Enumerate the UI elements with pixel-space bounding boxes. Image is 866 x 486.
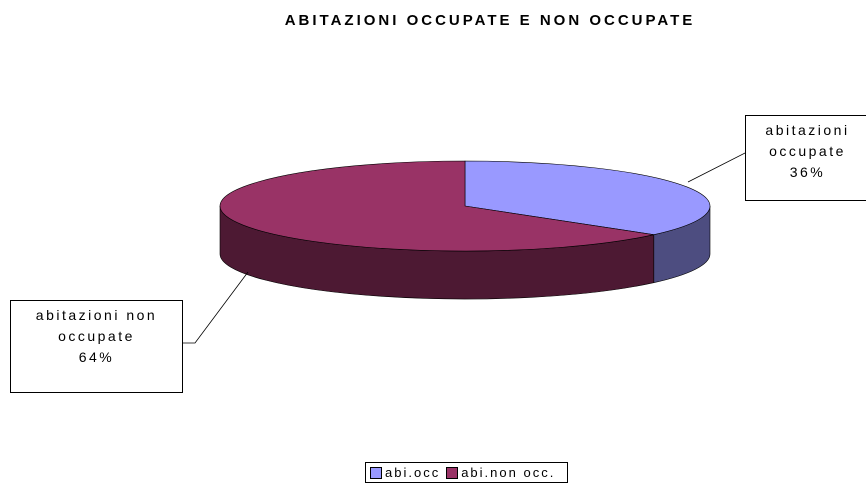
legend-item: abi.non occ. <box>446 465 555 480</box>
legend-swatch <box>370 466 382 479</box>
slice <box>219 160 654 252</box>
legend: abi.occ abi.non occ. <box>365 462 569 483</box>
legend-label: abi.non occ. <box>461 465 556 480</box>
data-label-value: 36% <box>789 164 826 180</box>
data-label: abitazioni occupate 36% <box>745 115 866 201</box>
legend-label: abi.occ <box>385 465 441 480</box>
data-label-name: abitazioni occupate <box>765 122 850 159</box>
legend-item: abi.occ <box>370 465 440 480</box>
data-label-name: abitazioni non occupate <box>35 307 158 344</box>
data-label-value: 64% <box>78 349 115 365</box>
slice <box>464 160 711 235</box>
chart-title: ABITAZIONI OCCUPATE E NON OCCUPATE <box>284 12 696 29</box>
leader-line <box>183 271 249 344</box>
leader-line <box>687 152 748 183</box>
legend-swatch <box>446 466 459 479</box>
data-label: abitazioni non occupate 64% <box>10 300 183 393</box>
